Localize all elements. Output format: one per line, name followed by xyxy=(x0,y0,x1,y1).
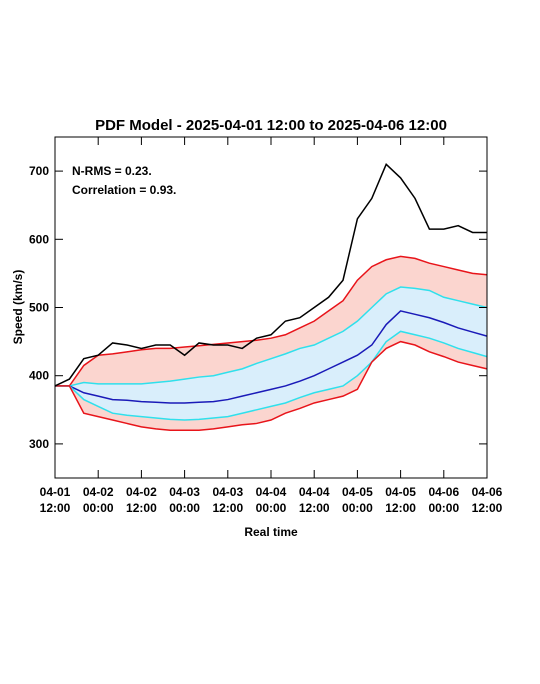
x-tick-label: 04-05 00:00 xyxy=(342,485,373,515)
series-line xyxy=(55,330,488,421)
series-line xyxy=(54,162,487,387)
x-tick-label: 04-03 12:00 xyxy=(212,485,243,515)
annotation: Correlation = 0.93. xyxy=(72,183,176,197)
x-tick-label: 04-06 12:00 xyxy=(472,485,503,515)
x-tick-label: 04-02 12:00 xyxy=(126,485,157,515)
y-axis-label: Speed (km/s) xyxy=(11,270,25,345)
x-axis-label: Real time xyxy=(244,525,298,539)
annotation: N-RMS = 0.23. xyxy=(72,164,152,178)
series-line xyxy=(55,340,488,432)
series-line xyxy=(55,286,488,387)
x-tick-label: 04-01 12:00 xyxy=(40,485,71,515)
x-tick-label: 04-06 00:00 xyxy=(428,485,459,515)
y-tick-label: 300 xyxy=(29,437,49,451)
y-tick-label: 600 xyxy=(29,232,49,246)
x-tick-label: 04-05 12:00 xyxy=(385,485,416,515)
y-tick-label: 700 xyxy=(29,164,49,178)
x-tick-label: 04-04 00:00 xyxy=(256,485,287,515)
y-tick-label: 500 xyxy=(29,301,49,315)
x-tick-label: 04-04 12:00 xyxy=(299,485,330,515)
chart-title: PDF Model - 2025-04-01 12:00 to 2025-04-… xyxy=(95,117,447,134)
x-tick-label: 04-02 00:00 xyxy=(83,485,114,515)
x-tick-label: 04-03 00:00 xyxy=(169,485,200,515)
series-line xyxy=(55,255,488,387)
series-line xyxy=(55,310,488,404)
band-fill xyxy=(55,287,487,421)
y-tick-label: 400 xyxy=(29,369,49,383)
